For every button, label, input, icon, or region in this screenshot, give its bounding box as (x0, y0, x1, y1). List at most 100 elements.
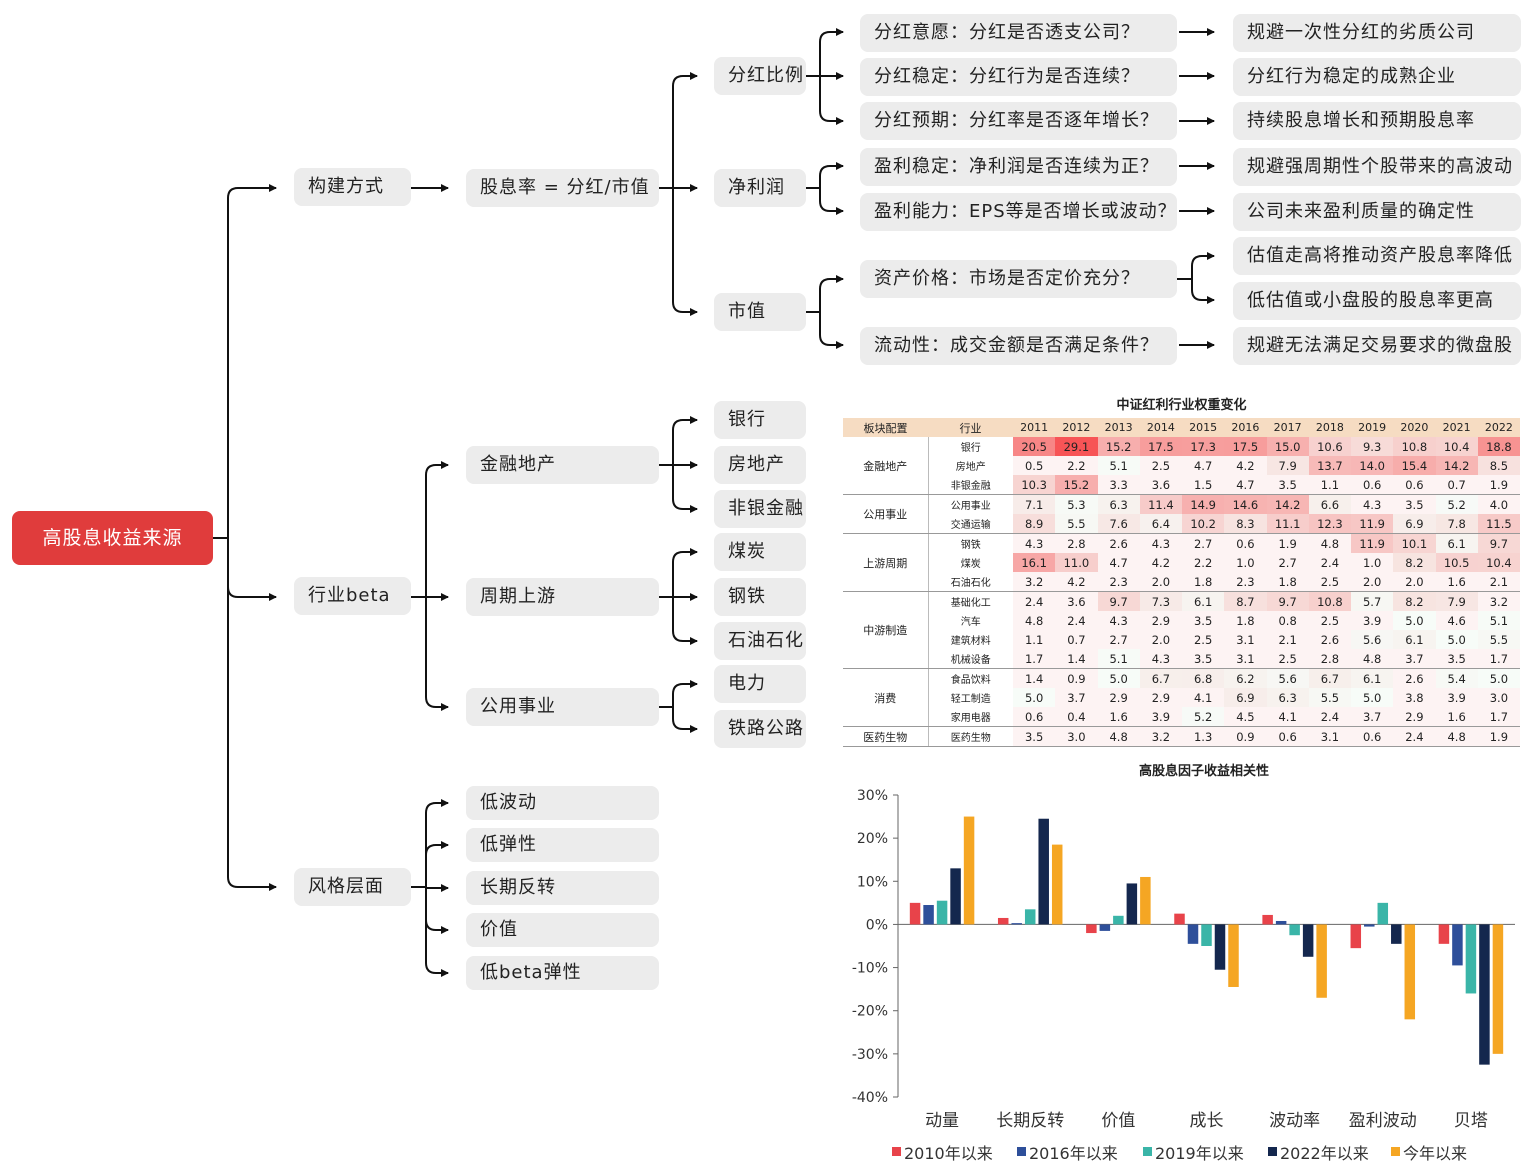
node-industry-beta[interactable]: 行业beta (294, 577, 411, 615)
question-node[interactable]: 资产价格：市场是否定价充分？ (860, 260, 1177, 298)
style-leaf[interactable]: 低波动 (466, 786, 659, 820)
industry-leaf[interactable]: 煤炭 (714, 533, 806, 571)
weight-cell: 4.7 (1182, 456, 1225, 475)
weight-cell: 8.5 (1477, 456, 1520, 475)
weight-cell: 2.1 (1477, 572, 1520, 592)
node-dividend-ratio[interactable]: 分红比例 (714, 57, 806, 95)
weight-cell: 10.6 (1308, 437, 1351, 456)
weight-cell: 0.9 (1055, 668, 1098, 688)
weight-cell: 2.0 (1139, 630, 1182, 649)
node-group-utilities[interactable]: 公用事业 (466, 688, 659, 726)
style-leaf[interactable]: 低beta弹性 (466, 956, 659, 990)
answer-node[interactable]: 规避无法满足交易要求的微盘股 (1233, 327, 1521, 365)
weight-cell: 6.3 (1266, 688, 1309, 707)
bar-2-3 (1126, 883, 1138, 925)
root-node[interactable]: 高股息收益来源 (12, 511, 213, 565)
weight-cell: 2.4 (1055, 611, 1098, 630)
table-row: 消费 食品饮料 1.4 0.9 5.0 6.7 6.8 6.2 5.6 6.7 6.1 2.6 5.4 5… (843, 668, 1520, 727)
bar-2-1 (1099, 924, 1111, 931)
weight-cell: 4.6 (1435, 611, 1478, 630)
answer-node[interactable]: 持续股息增长和预期股息率 (1233, 102, 1521, 140)
header-year: 2018 (1308, 418, 1351, 437)
industry-leaf[interactable]: 铁路公路 (714, 710, 806, 748)
industry-leaf[interactable]: 非银金融 (714, 490, 806, 528)
answer-node[interactable]: 规避强周期性个股带来的高波动 (1233, 148, 1521, 186)
node-formula[interactable]: 股息率 = 分红/市值 (466, 169, 659, 207)
weight-cell: 3.2 (1477, 591, 1520, 611)
x-category-label: 波动率 (1269, 1111, 1320, 1131)
node-group-finance[interactable]: 金融地产 (466, 446, 659, 484)
weight-cell: 14.9 (1182, 494, 1225, 514)
bar-1-4 (1051, 844, 1063, 925)
answer-node[interactable]: 公司未来盈利质量的确定性 (1233, 193, 1521, 231)
weight-cell: 5.5 (1055, 514, 1098, 534)
sector-cell: 医药生物 (843, 726, 928, 747)
bar-5-1 (1364, 924, 1375, 927)
bar-6-2 (1465, 924, 1477, 994)
y-tick-label: 30% (857, 788, 888, 804)
weight-cell: 11.1 (1266, 514, 1309, 534)
connector-line (227, 184, 277, 538)
node-net-profit[interactable]: 净利润 (714, 169, 806, 207)
bar-1-0 (997, 917, 1009, 925)
weight-cell: 4.3 (1139, 533, 1182, 553)
industry-cell: 家用电器 (927, 707, 1013, 727)
weight-cell: 11.0 (1055, 553, 1098, 572)
answer-node[interactable]: 估值走高将推动资产股息率降低 (1233, 237, 1521, 275)
weight-cell: 2.6 (1393, 668, 1436, 688)
weight-cell: 8.3 (1224, 514, 1267, 534)
weight-cell: 1.6 (1097, 707, 1140, 727)
style-leaf[interactable]: 价值 (466, 913, 659, 947)
connector-line (819, 275, 844, 312)
industry-cell: 非银金融 (927, 475, 1013, 495)
x-category-label: 盈利波动 (1349, 1111, 1417, 1131)
legend-label: 2019年以来 (1155, 1144, 1244, 1163)
industry-leaf[interactable]: 银行 (714, 401, 806, 439)
industry-leaf[interactable]: 电力 (714, 665, 806, 703)
weight-cell: 3.1 (1224, 630, 1267, 649)
y-tick-label: 10% (857, 874, 888, 890)
weight-cell: 2.8 (1055, 533, 1098, 553)
header-year: 2014 (1139, 418, 1182, 437)
answer-node[interactable]: 低估值或小盘股的股息率更高 (1233, 282, 1521, 320)
question-node[interactable]: 分红预期：分红率是否逐年增长？ (860, 102, 1177, 140)
industry-cell: 公用事业 (927, 494, 1013, 514)
question-node[interactable]: 分红稳定：分红行为是否连续？ (860, 58, 1177, 96)
node-style[interactable]: 风格层面 (294, 868, 411, 906)
weight-cell: 5.0 (1013, 688, 1056, 707)
weight-cell: 5.7 (1351, 591, 1394, 611)
node-construct[interactable]: 构建方式 (294, 168, 411, 206)
question-node[interactable]: 盈利能力：EPS等是否增长或波动？ (860, 193, 1177, 231)
question-node[interactable]: 盈利稳定：净利润是否连续为正？ (860, 148, 1177, 186)
weight-cell: 1.0 (1351, 553, 1394, 572)
weight-cell: 12.3 (1308, 514, 1351, 534)
weight-cell: 3.5 (1266, 475, 1309, 495)
weight-cell: 20.5 (1013, 437, 1056, 456)
weight-cell: 2.6 (1097, 533, 1140, 553)
style-leaf[interactable]: 低弹性 (466, 828, 659, 862)
answer-node[interactable]: 规避一次性分红的劣质公司 (1233, 14, 1521, 52)
question-node[interactable]: 分红意愿：分红是否透支公司？ (860, 14, 1177, 52)
weight-cell: 0.6 (1266, 726, 1309, 747)
connector-line (672, 680, 698, 707)
style-leaf[interactable]: 长期反转 (466, 871, 659, 905)
answer-node[interactable]: 分红行为稳定的成熟企业 (1233, 58, 1521, 96)
industry-leaf[interactable]: 房地产 (714, 446, 806, 484)
x-category-label: 贝塔 (1454, 1111, 1488, 1131)
weight-cell: 2.3 (1224, 572, 1267, 592)
weight-cell: 5.4 (1435, 668, 1478, 688)
weight-cell: 8.2 (1393, 591, 1436, 611)
connector-line (672, 548, 698, 597)
node-group-cyclical[interactable]: 周期上游 (466, 578, 659, 616)
legend-label: 2010年以来 (904, 1144, 993, 1163)
industry-leaf[interactable]: 钢铁 (714, 578, 806, 616)
weight-cell: 2.6 (1308, 630, 1351, 649)
industry-leaf[interactable]: 石油石化 (714, 622, 806, 660)
header-industry: 行业 (928, 418, 1013, 437)
bar-3-2 (1201, 924, 1212, 946)
question-node[interactable]: 流动性：成交金额是否满足条件？ (860, 327, 1177, 365)
legend-label: 2022年以来 (1280, 1144, 1369, 1163)
node-market-cap[interactable]: 市值 (714, 293, 806, 331)
weight-cell: 6.7 (1308, 668, 1351, 688)
weight-cell: 4.3 (1351, 494, 1394, 514)
